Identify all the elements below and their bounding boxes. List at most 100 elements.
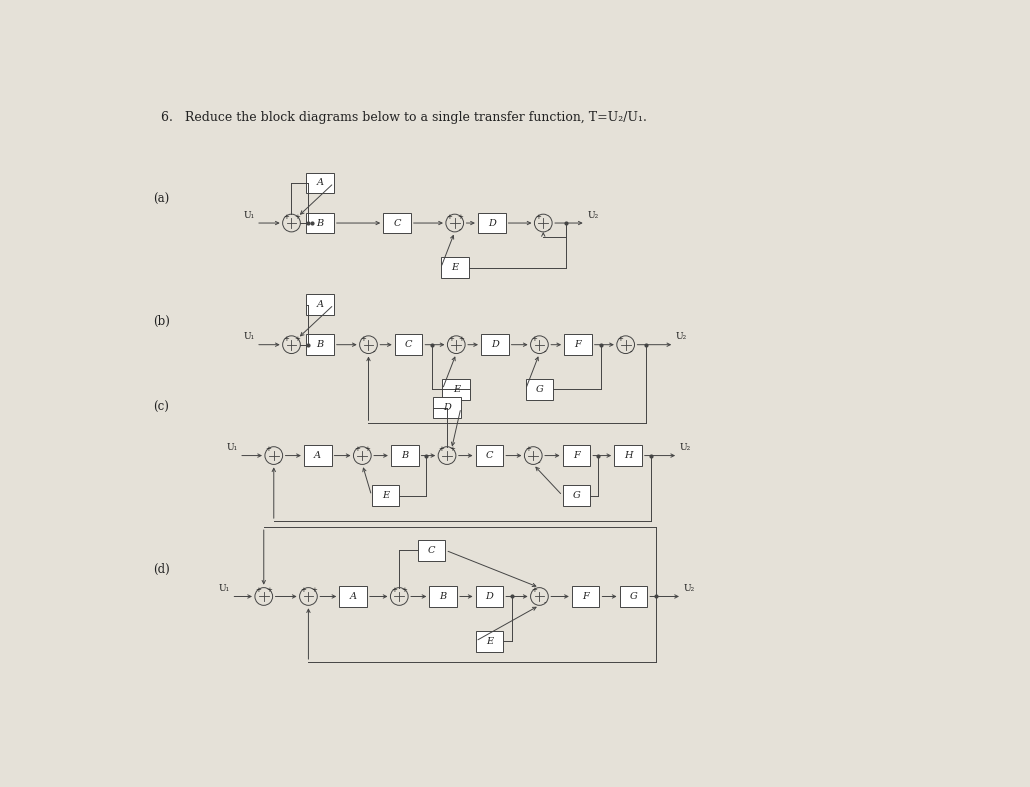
Bar xyxy=(372,486,400,506)
Text: +: + xyxy=(446,214,452,220)
Text: +: + xyxy=(531,587,537,593)
Bar xyxy=(306,172,334,194)
Text: E: E xyxy=(451,263,458,272)
Text: F: F xyxy=(573,451,580,460)
Text: -: - xyxy=(278,459,280,465)
Text: G: G xyxy=(629,592,638,601)
Text: +: + xyxy=(391,587,397,593)
Text: F: F xyxy=(575,340,581,349)
Bar xyxy=(478,212,506,234)
Text: -: - xyxy=(373,348,375,354)
Text: +: + xyxy=(283,335,289,342)
Bar xyxy=(339,586,367,607)
Bar xyxy=(562,486,590,506)
Bar xyxy=(476,630,504,652)
Text: U₁: U₁ xyxy=(218,584,230,593)
Text: A: A xyxy=(316,300,323,309)
Text: -: - xyxy=(458,226,461,232)
Text: (b): (b) xyxy=(152,315,170,328)
Text: +: + xyxy=(525,446,530,453)
Text: A: A xyxy=(314,451,321,460)
Text: +: + xyxy=(354,446,359,453)
Text: E: E xyxy=(486,637,493,645)
Bar xyxy=(441,257,469,278)
Bar xyxy=(383,212,411,234)
Text: +: + xyxy=(255,587,262,593)
Text: +: + xyxy=(439,446,445,453)
Text: C: C xyxy=(393,219,401,227)
Text: D: D xyxy=(485,592,493,601)
Bar xyxy=(614,445,642,466)
Text: H: H xyxy=(624,451,632,460)
Bar xyxy=(619,586,647,607)
Bar xyxy=(564,334,592,355)
Bar xyxy=(306,334,334,355)
Text: +: + xyxy=(266,587,272,593)
Text: (c): (c) xyxy=(152,401,169,414)
Bar xyxy=(476,586,504,607)
Text: -: - xyxy=(544,600,546,606)
Bar xyxy=(481,334,509,355)
Bar xyxy=(418,540,446,560)
Text: (a): (a) xyxy=(152,194,169,206)
Bar xyxy=(443,379,470,400)
Text: -: - xyxy=(547,226,550,232)
Text: +: + xyxy=(402,587,408,593)
Bar xyxy=(430,586,457,607)
Text: B: B xyxy=(316,340,323,349)
Text: E: E xyxy=(453,385,459,394)
Text: G: G xyxy=(573,491,580,500)
Text: +: + xyxy=(365,446,371,453)
Text: +: + xyxy=(294,214,300,220)
Text: U₂: U₂ xyxy=(676,332,687,342)
Bar xyxy=(434,397,460,418)
Text: -: - xyxy=(629,348,632,354)
Text: A: A xyxy=(349,592,356,601)
Bar xyxy=(306,294,334,315)
Bar xyxy=(306,212,334,234)
Text: B: B xyxy=(316,219,323,227)
Text: E: E xyxy=(382,491,389,500)
Text: +: + xyxy=(294,335,300,342)
Text: +: + xyxy=(448,335,454,342)
Text: (d): (d) xyxy=(152,563,170,576)
Text: +: + xyxy=(300,587,306,593)
Text: 6.   Reduce the block diagrams below to a single transfer function, T=U₂/U₁.: 6. Reduce the block diagrams below to a … xyxy=(161,112,647,124)
Text: D: D xyxy=(491,340,499,349)
Text: +: + xyxy=(535,214,541,220)
Text: -: - xyxy=(538,459,540,465)
Bar xyxy=(390,445,418,466)
Text: C: C xyxy=(405,340,412,349)
Text: U₂: U₂ xyxy=(587,211,598,220)
Text: C: C xyxy=(485,451,493,460)
Text: +: + xyxy=(360,335,366,342)
Text: G: G xyxy=(536,385,543,394)
Bar xyxy=(476,445,504,466)
Text: +: + xyxy=(283,214,289,220)
Text: +: + xyxy=(617,335,623,342)
Text: +: + xyxy=(531,335,537,342)
Text: C: C xyxy=(427,545,436,555)
Text: U₁: U₁ xyxy=(243,332,254,342)
Text: U₁: U₁ xyxy=(243,211,254,220)
Text: U₂: U₂ xyxy=(684,584,694,593)
Bar xyxy=(525,379,553,400)
Text: +: + xyxy=(449,446,455,453)
Text: U₁: U₁ xyxy=(227,443,238,453)
Text: D: D xyxy=(443,403,451,412)
Text: F: F xyxy=(582,592,589,601)
Text: D: D xyxy=(488,219,495,227)
Bar xyxy=(394,334,422,355)
Bar xyxy=(572,586,599,607)
Text: +: + xyxy=(311,587,317,593)
Text: A: A xyxy=(316,179,323,187)
Text: +: + xyxy=(457,214,464,220)
Text: -: - xyxy=(544,348,546,354)
Bar xyxy=(562,445,590,466)
Text: U₂: U₂ xyxy=(680,443,691,453)
Text: B: B xyxy=(401,451,408,460)
Bar xyxy=(304,445,332,466)
Text: B: B xyxy=(440,592,447,601)
Text: +: + xyxy=(458,335,465,342)
Text: +: + xyxy=(266,446,271,453)
